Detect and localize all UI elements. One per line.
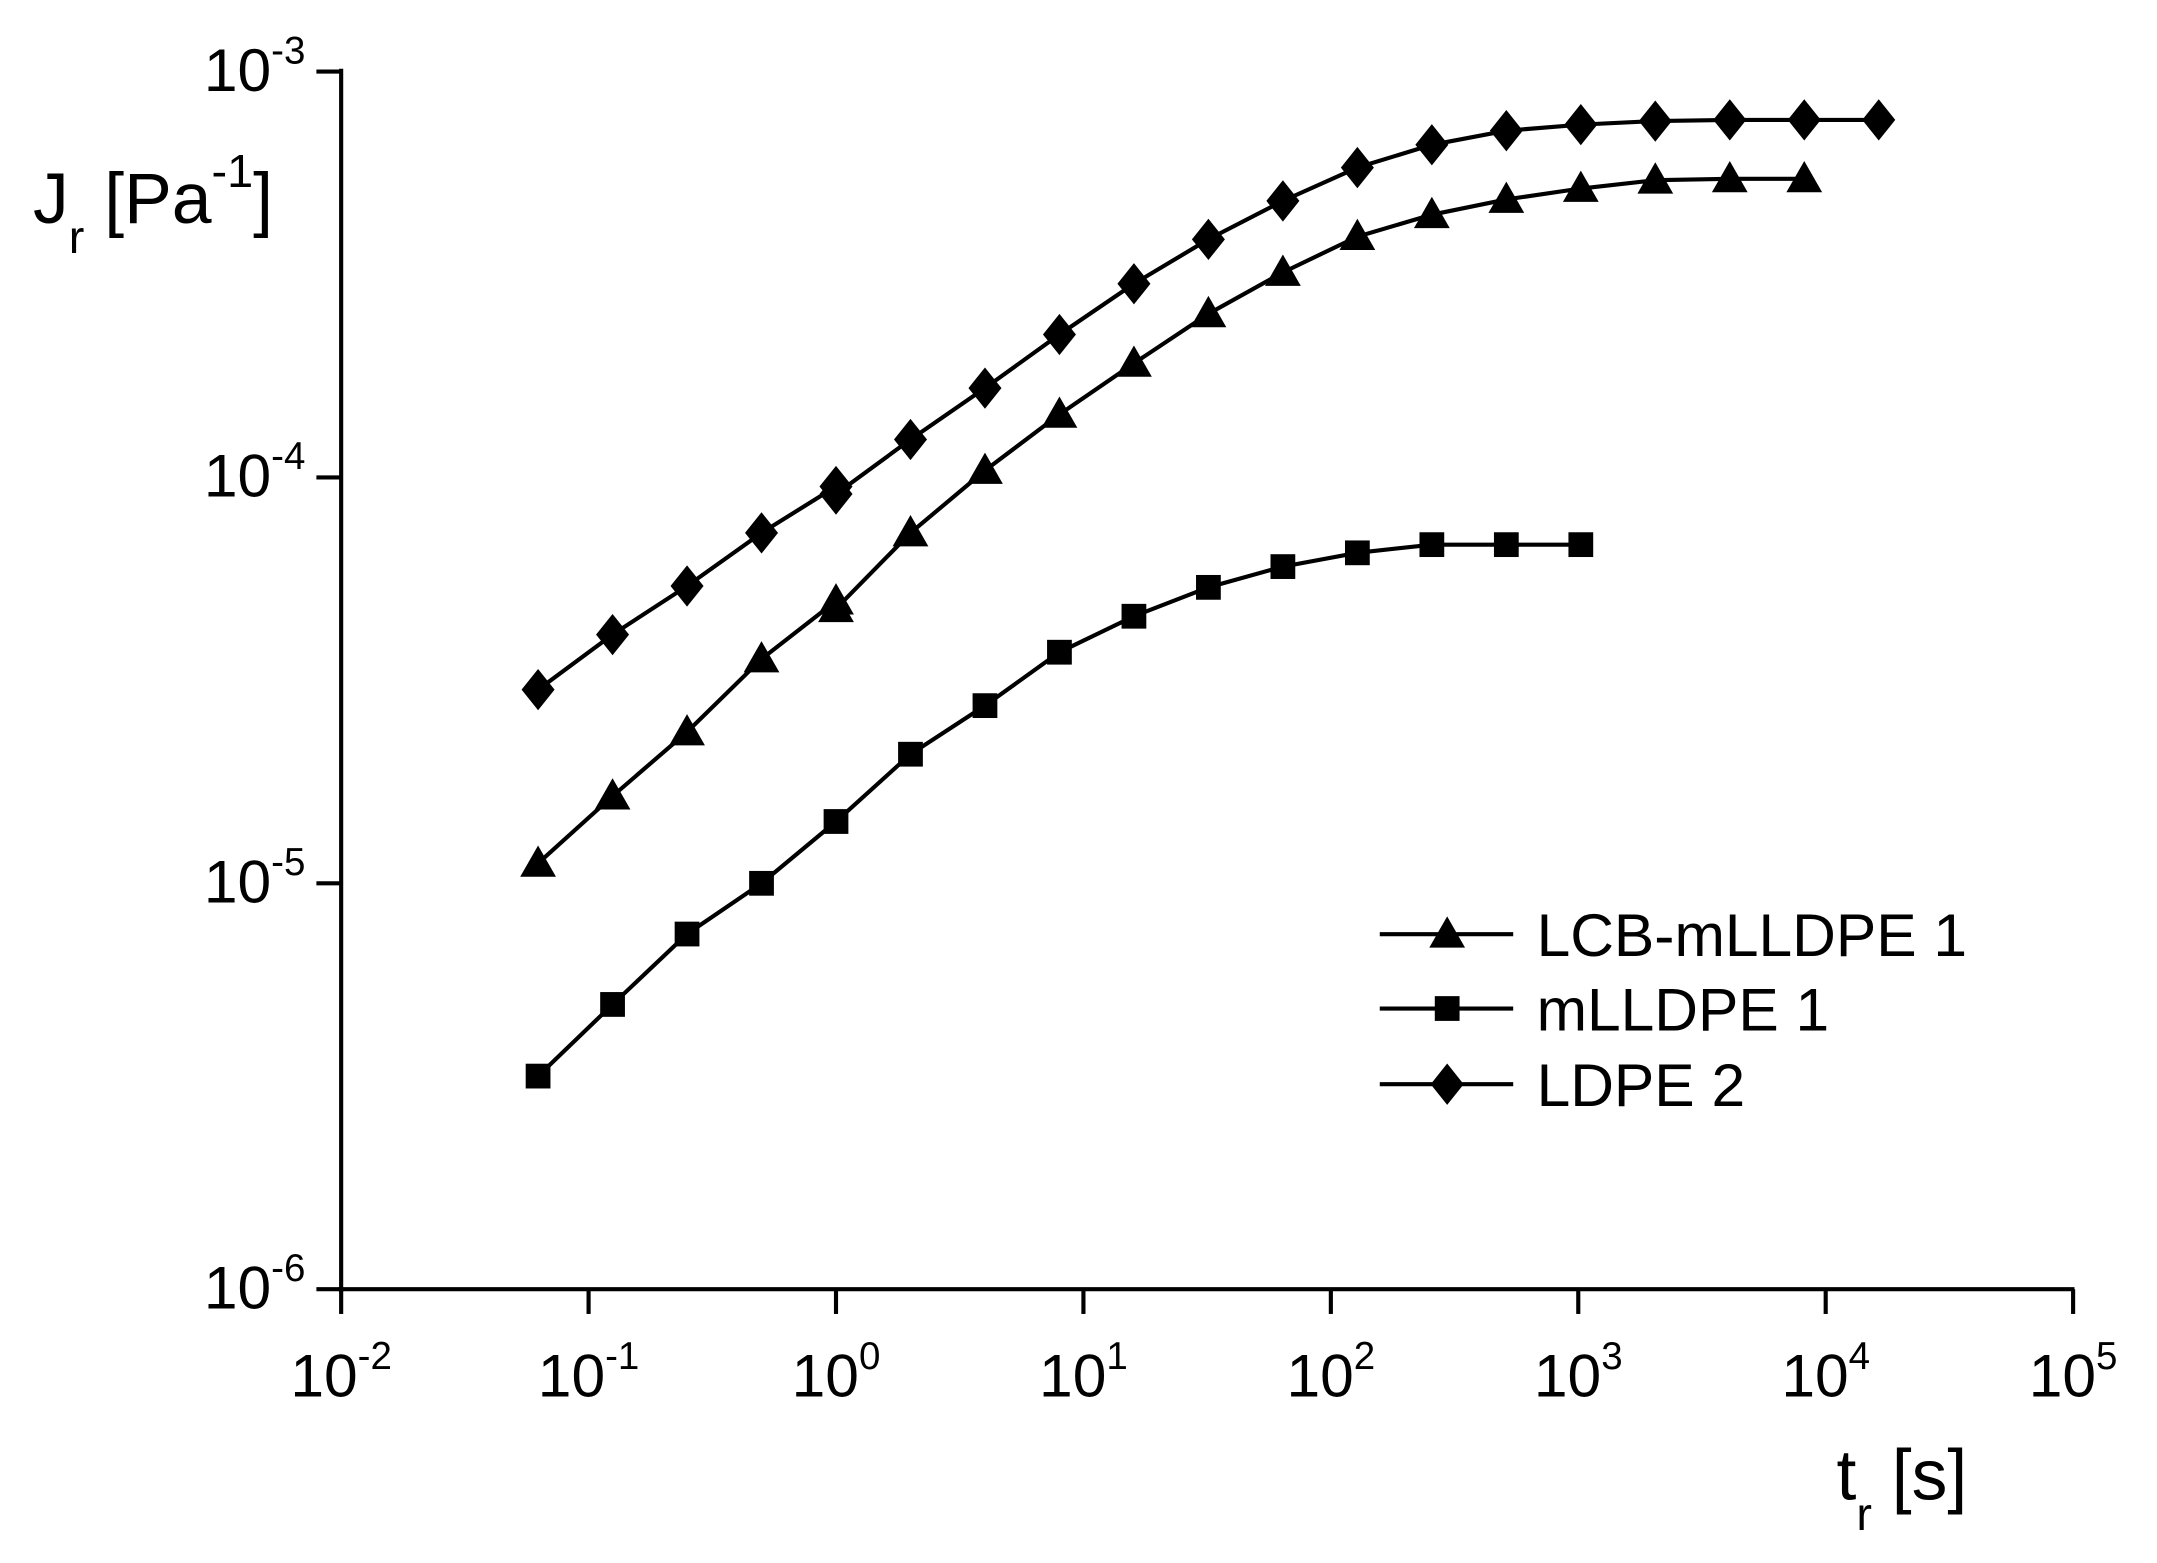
diamond-marker-icon [968, 367, 1002, 409]
x-label-main: t [1836, 1436, 1856, 1516]
triangle-marker-icon [1190, 295, 1227, 328]
x-tick-label: 101 [1039, 1335, 1128, 1410]
diamond-marker-icon [1430, 1063, 1464, 1105]
x-tick-label: 104 [1781, 1335, 1870, 1410]
y-label-unit: [Pa [84, 159, 211, 239]
square-marker-icon [1568, 532, 1594, 558]
diamond-marker-icon [1489, 110, 1523, 152]
svg-text:Jr [Pa-1]: Jr [Pa-1] [33, 145, 273, 263]
triangle-marker-icon [818, 590, 854, 623]
diamond-marker-icon [1564, 103, 1598, 146]
series-mlldpe-1 [525, 532, 1594, 1089]
legend: LCB-mLLDPE 1 mLLDPE 1 LDPE 2 [1379, 901, 1967, 1119]
y-label-unit-sup: -1 [212, 145, 254, 197]
x-axis-ticks: 10-2 10-1 100 101 102 103 104 105 [290, 1289, 2118, 1410]
triangle-marker-icon [1637, 162, 1674, 194]
triangle-marker-icon [743, 641, 780, 673]
square-marker-icon [1344, 540, 1370, 566]
diamond-marker-icon [1340, 146, 1374, 189]
x-tick-label: 103 [1534, 1335, 1623, 1410]
legend-label: LCB-mLLDPE 1 [1537, 901, 1967, 969]
square-marker-icon [898, 741, 923, 767]
x-label-sub: r [1856, 1488, 1872, 1540]
y-tick-label: 10-6 [204, 1247, 306, 1322]
triangle-marker-icon [1413, 196, 1450, 229]
diamond-marker-icon [596, 613, 630, 656]
diamond-marker-icon [521, 669, 555, 711]
triangle-marker-icon [594, 778, 631, 810]
square-marker-icon [972, 693, 998, 719]
square-marker-icon [674, 921, 700, 947]
y-tick-label: 10-4 [204, 435, 306, 510]
triangle-marker-icon [1786, 160, 1823, 193]
triangle-marker-icon [1041, 396, 1078, 428]
x-tick-label: 10-1 [538, 1335, 640, 1410]
diamond-marker-icon [1787, 99, 1821, 141]
triangle-marker-icon [1562, 170, 1599, 202]
y-tick-label: 10-5 [204, 841, 306, 916]
diamond-marker-icon [819, 473, 853, 515]
diamond-marker-icon [1042, 313, 1076, 356]
diamond-marker-icon [745, 512, 779, 554]
diamond-marker-icon [1117, 263, 1151, 305]
square-marker-icon [1493, 532, 1519, 558]
square-marker-icon [1196, 574, 1221, 600]
legend-item: mLLDPE 1 [1379, 976, 1830, 1044]
square-marker-icon [749, 870, 774, 896]
axes: 10-2 10-1 100 101 102 103 104 105 10-610-510-41… [204, 29, 2118, 1409]
diamond-marker-icon [670, 565, 704, 607]
square-marker-icon [1434, 996, 1460, 1021]
svg-text:tr [s]: tr [s] [1836, 1436, 1967, 1540]
y-axis-ticks: 10-6 10-5 10-4 10-3 [204, 29, 342, 1322]
legend-label: mLLDPE 1 [1537, 976, 1830, 1044]
diamond-marker-icon [1862, 99, 1896, 141]
triangle-marker-icon [1488, 181, 1525, 213]
series-line [536, 117, 1879, 692]
diamond-marker-icon [1713, 99, 1747, 141]
y-axis-label: Jr [Pa-1] [33, 145, 273, 263]
x-tick-label: 10-2 [290, 1335, 392, 1410]
square-marker-icon [823, 809, 849, 834]
x-axis-label: tr [s] [1836, 1436, 1967, 1540]
y-label-main: J [33, 159, 69, 239]
square-marker-icon [600, 992, 625, 1017]
square-marker-icon [1419, 532, 1445, 558]
square-marker-icon [1047, 639, 1072, 665]
x-tick-label: 105 [2029, 1335, 2118, 1410]
triangle-marker-icon [967, 452, 1003, 484]
series-lcb-mlldpe-1 [520, 160, 1823, 877]
square-marker-icon [1121, 603, 1147, 629]
diamond-marker-icon [1191, 218, 1225, 260]
triangle-marker-icon [1265, 254, 1301, 286]
y-label-unit-close: ] [253, 159, 273, 239]
triangle-marker-icon [1429, 916, 1466, 948]
triangle-marker-icon [520, 845, 556, 877]
diamond-marker-icon [1266, 180, 1300, 222]
triangle-marker-icon [1116, 345, 1152, 377]
square-marker-icon [525, 1063, 551, 1089]
series-ldpe-2 [521, 99, 1896, 711]
diamond-marker-icon [1415, 124, 1449, 166]
diamond-marker-icon [893, 418, 927, 461]
legend-label: LDPE 2 [1537, 1051, 1746, 1119]
legend-item: LDPE 2 [1379, 1051, 1746, 1119]
triangle-marker-icon [892, 515, 929, 547]
y-tick-label: 10-3 [204, 29, 306, 104]
y-label-sub: r [69, 211, 85, 263]
series-line [536, 542, 1581, 1078]
series-line [536, 176, 1805, 865]
diamond-marker-icon [1638, 100, 1672, 142]
legend-item: LCB-mLLDPE 1 [1379, 901, 1967, 969]
x-tick-label: 102 [1286, 1335, 1375, 1410]
x-tick-label: 100 [792, 1335, 881, 1410]
triangle-marker-icon [1711, 160, 1748, 193]
square-marker-icon [1270, 554, 1296, 579]
x-label-unit: [s] [1872, 1436, 1967, 1516]
triangle-marker-icon [669, 714, 705, 746]
triangle-marker-icon [1339, 218, 1376, 251]
